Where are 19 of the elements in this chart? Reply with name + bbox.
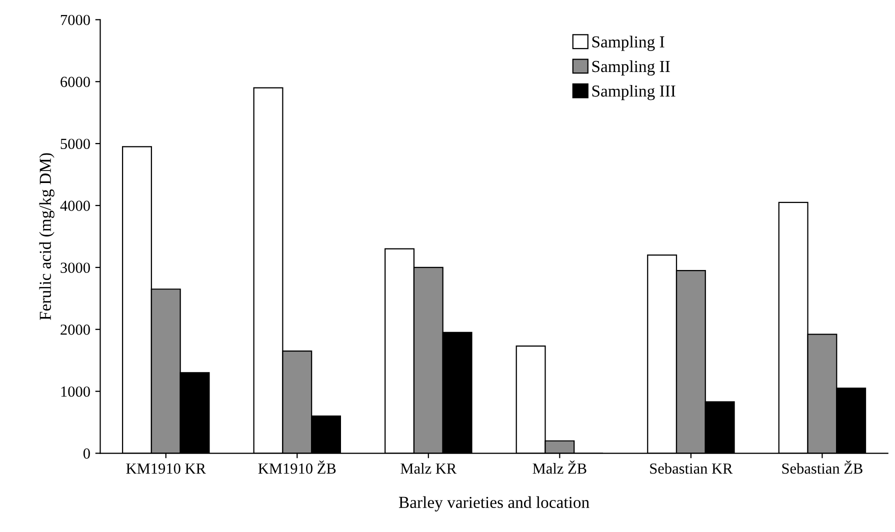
y-axis-title: Ferulic acid (mg/kg DM) — [39, 153, 54, 320]
x-tick-label: KM1910 KR — [126, 463, 206, 474]
y-tick-label: 3000 — [60, 262, 90, 273]
legend-label: Sampling II — [592, 60, 670, 76]
legend-label: Sampling III — [592, 84, 676, 100]
x-tick-label: Sebastian KR — [650, 462, 733, 474]
x-tick-label: Malz ŽB — [532, 460, 586, 474]
y-tick-label: 7000 — [60, 14, 90, 26]
x-tick-label: Sebastian ŽB — [782, 460, 862, 474]
y-tick-label: 5000 — [60, 138, 90, 150]
y-tick-label: 1000 — [61, 386, 90, 397]
y-tick-label: 6000 — [60, 76, 90, 88]
y-tick-label: 0 — [83, 448, 90, 459]
legend-label: Sampling I — [592, 36, 664, 51]
y-tick-label: 4000 — [60, 200, 90, 211]
y-tick-label: 2000 — [60, 324, 90, 335]
x-axis-title: Barley varieties and location — [398, 496, 590, 512]
x-tick-label: Malz KR — [400, 462, 457, 474]
x-tick-label: KM1910 ŽB — [258, 460, 336, 474]
